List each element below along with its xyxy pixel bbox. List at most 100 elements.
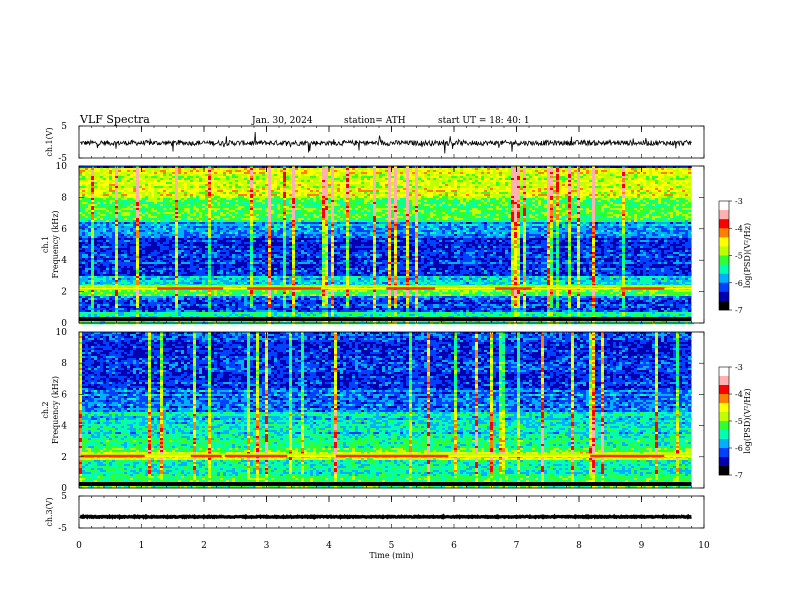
spectrogram-cell	[496, 176, 499, 178]
spectrogram-cell	[292, 198, 295, 200]
spectrogram-cell	[508, 176, 511, 178]
spectrogram-cell	[175, 186, 178, 188]
spectrogram-cell	[370, 172, 373, 174]
spectrogram-cell	[661, 184, 664, 186]
spectrogram-cell	[172, 214, 175, 216]
spectrogram-cell	[274, 186, 277, 188]
spectrogram-cell	[91, 188, 94, 190]
spectrogram-cell	[352, 170, 355, 172]
spectrogram-cell	[145, 206, 148, 208]
spectrogram-cell	[523, 190, 526, 192]
spectrogram-cell	[154, 204, 157, 206]
spectrogram-cell	[562, 198, 565, 200]
spectrogram-cell	[238, 196, 241, 198]
spectrogram-cell	[619, 172, 622, 174]
spectrogram-cell	[346, 176, 349, 178]
spectrogram-cell	[367, 210, 370, 212]
spectrogram-cell	[607, 200, 610, 202]
spectrogram-cell	[571, 196, 574, 198]
spectrogram-cell	[199, 204, 202, 206]
spectrogram-cell	[277, 176, 280, 178]
spectrogram-cell	[616, 186, 619, 188]
spectrogram-cell	[193, 210, 196, 212]
spectrogram-cell	[523, 168, 526, 170]
spectrogram-cell	[628, 188, 631, 190]
spectrogram-cell	[100, 204, 103, 206]
spectrogram-cell	[316, 176, 319, 178]
spectrogram-cell	[613, 176, 616, 178]
spectrogram-cell	[388, 186, 391, 188]
spectrogram-cell	[232, 212, 235, 214]
spectrogram-cell	[316, 200, 319, 202]
spectrogram-cell	[334, 192, 337, 194]
spectrogram-cell	[643, 188, 646, 190]
spectrogram-cell	[421, 206, 424, 208]
spectrogram-cell	[634, 212, 637, 214]
spectrogram-cell	[427, 202, 430, 204]
spectrogram-cell	[544, 184, 547, 186]
spectrogram-cell	[142, 186, 145, 188]
spectrogram-cell	[124, 170, 127, 172]
spectrogram-cell	[502, 192, 505, 194]
spectrogram-cell	[130, 196, 133, 198]
spectrogram-cell	[274, 182, 277, 184]
spectrogram-cell	[484, 186, 487, 188]
spectrogram-cell	[652, 170, 655, 172]
spectrogram-cell	[454, 206, 457, 208]
spectrogram-cell	[115, 188, 118, 190]
spectrogram-cell	[283, 202, 286, 204]
spectrogram-cell	[142, 212, 145, 214]
spectrogram-cell	[391, 178, 394, 180]
spectrogram-cell	[550, 204, 553, 206]
spectrogram-cell	[289, 178, 292, 180]
spectrogram-cell	[79, 170, 82, 172]
spectrogram-cell	[121, 174, 124, 176]
spectrogram-cell	[151, 176, 154, 178]
spectrogram-cell	[271, 194, 274, 196]
spectrogram-cell	[535, 212, 538, 214]
spectrogram-cell	[286, 190, 289, 192]
spectrogram-cell	[172, 172, 175, 174]
spectrogram-cell	[103, 204, 106, 206]
spectrogram-cell	[601, 186, 604, 188]
spectrogram-cell	[127, 200, 130, 202]
spectrogram-cell	[655, 204, 658, 206]
spectrogram-cell	[391, 176, 394, 178]
spectrogram-cell	[589, 180, 592, 182]
spectrogram-cell	[598, 200, 601, 202]
spectrogram-cell	[634, 172, 637, 174]
spectrogram-cell	[154, 198, 157, 200]
spectrogram-cell	[310, 178, 313, 180]
spectrogram-cell	[664, 176, 667, 178]
spectrogram-cell	[340, 196, 343, 198]
spectrogram-cell	[673, 212, 676, 214]
spectrogram-cell	[298, 206, 301, 208]
spectrogram-cell	[124, 180, 127, 182]
spectrogram-cell	[283, 172, 286, 174]
spectrogram-cell	[304, 208, 307, 210]
spectrogram-cell	[667, 202, 670, 204]
spectrogram-cell	[559, 198, 562, 200]
spectrogram-cell	[595, 192, 598, 194]
spectrogram-cell	[259, 190, 262, 192]
spectrogram-cell	[631, 186, 634, 188]
spectrogram-cell	[214, 170, 217, 172]
spectrogram-cell	[301, 190, 304, 192]
spectrogram-cell	[250, 210, 253, 212]
spectrogram-cell	[124, 182, 127, 184]
spectrogram-cell	[610, 188, 613, 190]
spectrogram-cell	[262, 210, 265, 212]
spectrogram-cell	[463, 212, 466, 214]
spectrogram-cell	[520, 210, 523, 212]
spectrogram-cell	[445, 176, 448, 178]
spectrogram-cell	[532, 206, 535, 208]
spectrogram-cell	[622, 174, 625, 176]
spectrogram-cell	[145, 174, 148, 176]
spectrogram-cell	[493, 198, 496, 200]
spectrogram-cell	[250, 194, 253, 196]
spectrogram-cell	[622, 172, 625, 174]
spectrogram-cell	[100, 188, 103, 190]
spectrogram-cell	[652, 192, 655, 194]
spectrogram-cell	[580, 186, 583, 188]
spectrogram-cell	[484, 168, 487, 170]
